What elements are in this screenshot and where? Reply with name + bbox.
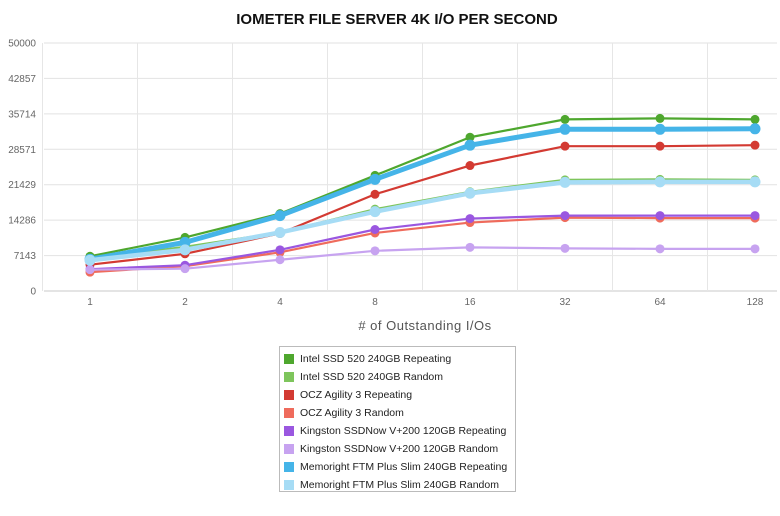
data-point[interactable]	[559, 176, 571, 188]
legend: Intel SSD 520 240GB Repeating Intel SSD 5…	[279, 346, 516, 492]
series-line	[89, 216, 755, 274]
legend-swatch	[284, 408, 294, 418]
legend-item[interactable]: OCZ Agility 3 Repeating	[284, 386, 511, 404]
x-tick-label: 32	[559, 297, 571, 308]
y-tick-label: 28571	[8, 145, 36, 156]
data-point[interactable]	[274, 210, 286, 222]
data-point[interactable]	[750, 244, 760, 254]
data-point[interactable]	[465, 214, 475, 224]
legend-label: OCZ Agility 3 Random	[300, 407, 404, 419]
y-tick-label: 35714	[8, 109, 36, 120]
data-point[interactable]	[84, 254, 96, 266]
data-point[interactable]	[749, 176, 761, 188]
data-point[interactable]	[559, 123, 571, 135]
y-tick-label: 0	[30, 287, 36, 298]
data-point[interactable]	[275, 255, 285, 265]
data-point[interactable]	[179, 244, 191, 256]
legend-label: Kingston SSDNow V+200 120GB Random	[300, 443, 499, 455]
series-line	[89, 117, 756, 258]
y-axis-ticks: 0 7143 14286 21429 28571 35714 42857 50000	[8, 39, 36, 298]
data-point[interactable]	[370, 246, 380, 256]
data-point[interactable]	[655, 244, 665, 254]
y-tick-label: 42857	[8, 74, 36, 85]
data-point[interactable]	[560, 114, 570, 124]
data-point[interactable]	[654, 176, 666, 188]
legend-item[interactable]: Intel SSD 520 240GB Repeating	[284, 350, 511, 368]
x-tick-label: 8	[372, 297, 378, 308]
data-point[interactable]	[85, 265, 95, 275]
data-point[interactable]	[560, 211, 570, 221]
data-point[interactable]	[655, 113, 665, 123]
data-point[interactable]	[654, 123, 666, 135]
y-tick-label: 14286	[8, 216, 36, 227]
legend-label: Memoright FTM Plus Slim 240GB Random	[300, 479, 499, 491]
series-7	[84, 176, 761, 266]
legend-item[interactable]: Memoright FTM Plus Slim 240GB Repeating	[284, 458, 511, 476]
legend-label: OCZ Agility 3 Repeating	[300, 389, 413, 401]
legend-swatch	[284, 354, 294, 364]
legend-item[interactable]: OCZ Agility 3 Random	[284, 404, 511, 422]
data-point[interactable]	[180, 264, 190, 274]
chart-title: IOMETER FILE SERVER 4K I/O PER SECOND	[236, 11, 558, 28]
data-point[interactable]	[465, 242, 475, 252]
legend-label: Intel SSD 520 240GB Random	[300, 371, 444, 383]
x-tick-label: 128	[747, 297, 764, 308]
data-point[interactable]	[749, 123, 761, 135]
legend-item[interactable]: Memoright FTM Plus Slim 240GB Random	[284, 476, 511, 494]
data-point[interactable]	[750, 114, 760, 124]
data-point[interactable]	[560, 141, 570, 151]
legend-swatch	[284, 462, 294, 472]
series-line	[89, 246, 755, 271]
series-line	[89, 126, 756, 262]
legend-label: Intel SSD 520 240GB Repeating	[300, 353, 452, 365]
y-tick-label: 7143	[14, 251, 37, 262]
series-line	[89, 214, 755, 271]
data-point[interactable]	[655, 141, 665, 151]
data-point[interactable]	[369, 206, 381, 218]
data-point[interactable]	[369, 173, 381, 185]
legend-item[interactable]: Kingston SSDNow V+200 120GB Repeating	[284, 422, 511, 440]
legend-swatch	[284, 444, 294, 454]
x-axis-label: # of Outstanding I/Os	[358, 318, 491, 333]
series-group	[84, 113, 761, 277]
x-tick-label: 1	[87, 297, 93, 308]
data-point[interactable]	[274, 226, 286, 238]
legend-label: Memoright FTM Plus Slim 240GB Repeating	[300, 461, 508, 473]
series-line	[89, 144, 756, 266]
legend-swatch	[284, 372, 294, 382]
data-point[interactable]	[275, 245, 285, 255]
x-tick-label: 64	[654, 297, 666, 308]
legend-item[interactable]: Intel SSD 520 240GB Random	[284, 368, 511, 386]
data-point[interactable]	[370, 189, 380, 199]
data-point[interactable]	[750, 211, 760, 221]
data-point[interactable]	[465, 132, 475, 142]
data-point[interactable]	[464, 187, 476, 199]
y-tick-label: 50000	[8, 39, 36, 50]
x-axis-ticks: 1 2 4 8 16 32 64 128	[87, 297, 764, 308]
series-5	[85, 242, 760, 275]
legend-swatch	[284, 426, 294, 436]
legend-label: Kingston SSDNow V+200 120GB Repeating	[300, 425, 507, 437]
legend-swatch	[284, 480, 294, 490]
y-tick-label: 21429	[8, 180, 36, 191]
data-point[interactable]	[750, 140, 760, 150]
data-point[interactable]	[465, 161, 475, 171]
legend-item[interactable]: Kingston SSDNow V+200 120GB Random	[284, 440, 511, 458]
legend-swatch	[284, 390, 294, 400]
data-point[interactable]	[655, 211, 665, 221]
x-tick-label: 4	[277, 297, 283, 308]
x-tick-label: 16	[464, 297, 476, 308]
series-line	[89, 179, 755, 263]
data-point[interactable]	[464, 139, 476, 151]
x-tick-label: 2	[182, 297, 188, 308]
data-point[interactable]	[560, 243, 570, 253]
data-point[interactable]	[370, 224, 380, 234]
